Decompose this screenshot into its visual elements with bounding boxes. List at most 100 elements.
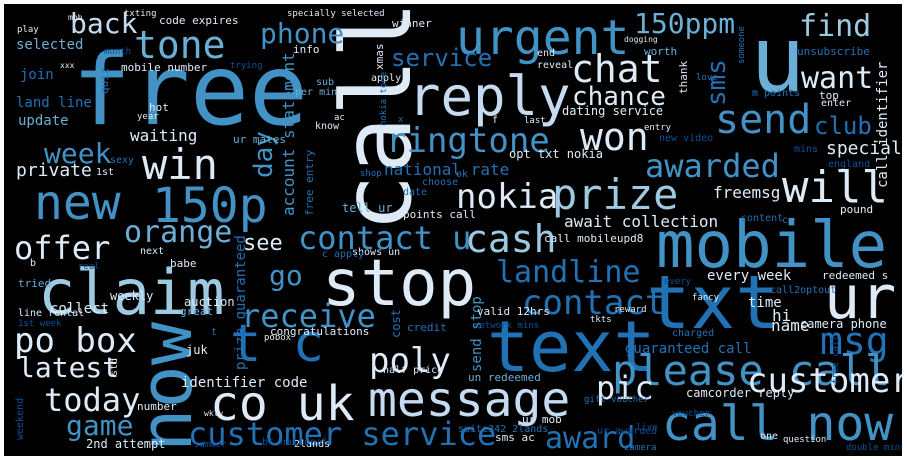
cloud-word: 2lands — [294, 439, 331, 450]
cloud-word: want — [801, 61, 874, 96]
cloud-word: double mins — [846, 443, 902, 453]
cloud-word: line rental — [18, 308, 85, 319]
cloud-word: xmas — [373, 43, 386, 71]
cloud-word: pobox — [264, 333, 292, 343]
cloud-word: last — [524, 116, 546, 126]
cloud-word: await collection — [564, 212, 719, 231]
cloud-word: 1st week — [18, 319, 62, 329]
cloud-word: bt national — [262, 437, 329, 448]
cloud-word: selected — [16, 37, 84, 53]
cloud-word: name — [771, 316, 810, 335]
cloud-word: england — [828, 159, 871, 170]
cloud-word: see — [243, 231, 283, 256]
cloud-word: call identifier — [875, 61, 891, 188]
cloud-word: points call — [403, 208, 476, 221]
cloud-word: ur mates — [233, 133, 286, 146]
cloud-word: phone — [260, 17, 345, 50]
cloud-word: prize guaranteed — [233, 235, 249, 370]
cloud-word: sms ac — [495, 431, 535, 444]
cloud-word: landline — [496, 255, 641, 290]
cloud-word: msg — [820, 319, 889, 363]
cloud-word: top — [819, 89, 839, 102]
cloud-word: gift voucher — [584, 395, 650, 405]
cloud-word: valid 12hrs — [477, 305, 550, 318]
cloud-word: sub — [316, 77, 335, 88]
cloud-word: shop — [360, 169, 382, 179]
cloud-word: back — [70, 7, 138, 40]
cloud-word: send — [715, 97, 812, 143]
cloud-word: 150ppm — [634, 7, 736, 40]
cloud-word: hi — [772, 306, 792, 325]
cloud-word: reward — [614, 305, 647, 315]
cloud-word: nokia tone — [379, 71, 389, 126]
cloud-word: m points — [752, 88, 801, 99]
cloud-word: half price — [383, 365, 444, 376]
cloud-word: credit — [407, 321, 447, 334]
cloud-word: apply — [371, 73, 402, 84]
cloud-word: number — [137, 400, 177, 413]
cloud-word: will — [782, 162, 888, 213]
cloud-word: babe — [170, 257, 197, 270]
cloud-word: won — [580, 115, 649, 159]
cloud-word: mobile — [656, 209, 888, 283]
cloud-word: month — [104, 47, 132, 57]
cloud-word: trying — [230, 61, 263, 71]
cloud-word: contact u — [298, 219, 472, 257]
cloud-word: opt txt nokia — [509, 147, 603, 161]
cloud-word: redeemed s — [822, 269, 889, 282]
cloud-word: juk — [186, 343, 208, 357]
cloud-word: collect — [50, 301, 110, 317]
cloud-word: winner — [392, 17, 432, 30]
cloud-word: one — [760, 431, 779, 442]
cloud-word: tried — [18, 277, 52, 290]
cloud-word: award — [545, 421, 636, 456]
cloud-word: win — [142, 140, 218, 189]
cloud-word: claim — [38, 256, 225, 329]
cloud-word: charged — [672, 328, 715, 339]
cloud-word: new — [34, 175, 121, 231]
cloud-word: mobile number — [121, 61, 208, 74]
cloud-word: cash — [465, 217, 557, 261]
cloud-word: urgent — [456, 10, 630, 66]
cloud-word: offer — [14, 229, 111, 267]
cloud-word: time — [748, 295, 782, 311]
cloud-word: know — [315, 121, 340, 132]
cloud-word: message — [368, 372, 571, 428]
cloud-word: auction — [184, 295, 235, 309]
cloud-word: hot — [149, 101, 169, 114]
cloud-word: freemsg — [713, 183, 781, 202]
word-cloud: free call reply urgent u 150ppm tone bac… — [4, 4, 902, 456]
cloud-word: end — [537, 48, 556, 59]
cloud-word: question — [783, 435, 827, 445]
cloud-word: latest — [18, 351, 120, 384]
cloud-word: b — [30, 258, 37, 269]
cloud-word: prize — [552, 170, 679, 219]
cloud-word: unsubscribe — [797, 45, 870, 58]
cloud-word: info — [293, 43, 320, 56]
cloud-word: call mobileupd8 — [544, 232, 644, 245]
cloud-word: national rate — [384, 160, 510, 179]
cloud-word: pic — [596, 369, 654, 407]
cloud-word: join — [20, 67, 54, 83]
cloud-word: update — [18, 113, 69, 129]
cloud-word: great — [180, 305, 214, 318]
cloud-word: txt — [646, 260, 780, 346]
cloud-word: x — [398, 115, 404, 125]
cloud-word: love — [696, 73, 718, 83]
cloud-word: quiz — [98, 67, 111, 95]
cloud-word: un redeemed — [468, 371, 541, 384]
cloud-word: wkly — [204, 409, 224, 418]
cloud-word: specially selected — [287, 9, 385, 19]
cloud-word: thank — [677, 60, 690, 94]
cloud-word: enter — [821, 98, 852, 109]
cloud-word: mob — [68, 13, 83, 22]
cloud-word: land line — [16, 95, 92, 111]
cloud-word: play — [17, 25, 39, 35]
cloud-word: tkts — [590, 315, 612, 325]
cloud-word: special — [826, 138, 902, 159]
cloud-word: contact — [522, 283, 666, 323]
cloud-word: 150p — [152, 178, 268, 234]
cloud-word: po box — [14, 321, 137, 361]
cloud-word: network mins — [474, 321, 540, 331]
cloud-word: game — [66, 409, 134, 442]
